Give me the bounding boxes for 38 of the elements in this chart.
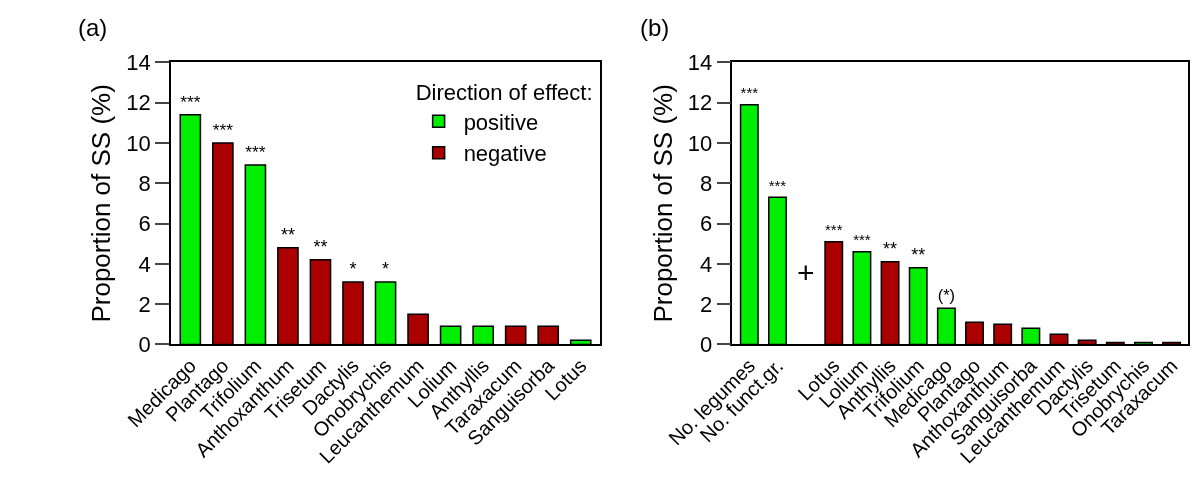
data-label: (*) — [937, 286, 956, 306]
y-tick-label: 10 — [126, 130, 151, 156]
y-axis-title: Proportion of SS (%) — [86, 84, 117, 323]
y-tick-label: 2 — [700, 291, 713, 317]
y-tick-label: 12 — [126, 90, 151, 116]
y-tick-label: 6 — [138, 211, 151, 237]
chart-title: (b) — [640, 14, 670, 41]
data-label: *** — [212, 120, 234, 141]
y-tick-label: 12 — [687, 90, 713, 116]
y-tick-label: 14 — [126, 50, 151, 76]
data-label: *** — [180, 91, 201, 112]
chart-title: (a) — [78, 14, 108, 41]
data-label: *** — [853, 231, 871, 249]
data-label: ** — [280, 224, 295, 245]
annotation: + — [797, 256, 815, 289]
y-tick-label: 2 — [138, 291, 151, 317]
legend-label: negative — [463, 141, 547, 167]
data-label: * — [382, 258, 390, 279]
y-axis-title: Proportion of SS (%) — [647, 84, 678, 323]
y-tick-label: 4 — [700, 251, 713, 277]
y-tick-label: 4 — [138, 251, 151, 277]
y-tick-label: 0 — [138, 332, 151, 358]
data-label: *** — [740, 84, 759, 102]
data-label: *** — [245, 142, 266, 163]
y-tick-label: 10 — [687, 130, 713, 156]
data-label: *** — [768, 177, 787, 194]
data-label: ** — [911, 244, 926, 265]
y-tick-label: 14 — [687, 50, 713, 76]
data-label: ** — [313, 236, 328, 257]
y-tick-label: 8 — [138, 170, 151, 196]
data-label: *** — [825, 221, 843, 239]
data-label: ** — [883, 238, 898, 259]
y-tick-label: 6 — [700, 211, 713, 237]
y-tick-label: 8 — [700, 170, 713, 196]
data-label: * — [349, 258, 357, 279]
y-tick-label: 0 — [700, 332, 713, 358]
legend-title: Direction of effect: — [415, 80, 593, 106]
legend-label: positive — [463, 109, 539, 135]
